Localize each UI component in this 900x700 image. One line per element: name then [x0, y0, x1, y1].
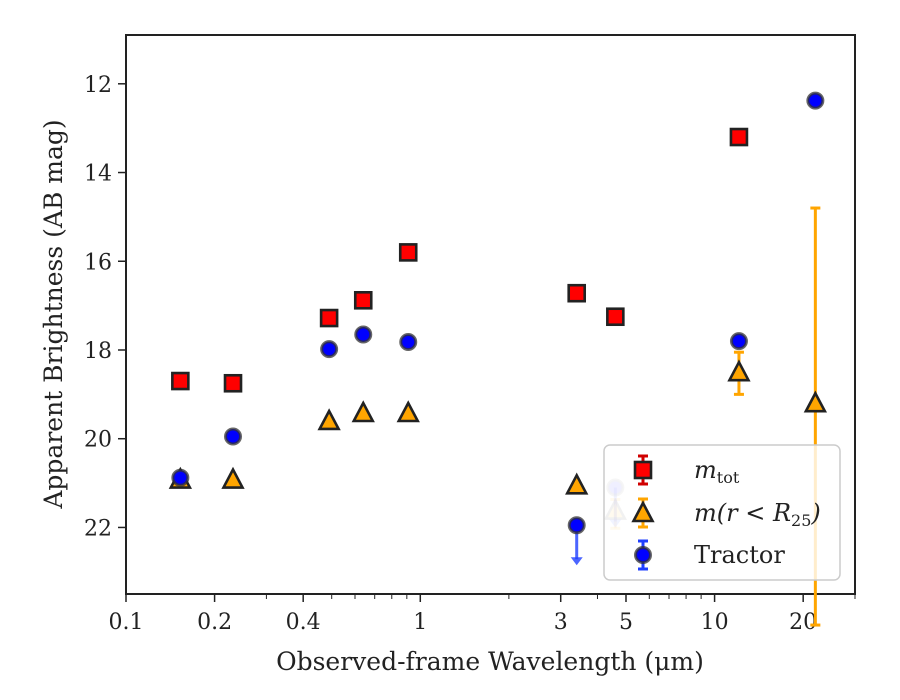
data-point	[317, 408, 341, 431]
circle-marker-shape	[567, 516, 586, 535]
legend-marker	[633, 460, 653, 480]
data-point	[565, 472, 589, 495]
data-point	[567, 283, 587, 303]
data-point	[221, 466, 245, 489]
circle-marker-shape	[320, 340, 339, 359]
data-point	[727, 359, 751, 382]
triangle-marker-shape	[631, 500, 655, 523]
circle-marker-shape	[729, 332, 748, 351]
y-tick-label: 22	[84, 516, 112, 541]
legend-label-subscript: tot	[717, 468, 740, 487]
data-point	[320, 340, 339, 359]
y-tick-label: 20	[84, 428, 112, 453]
y-tick-label: 16	[84, 250, 112, 275]
upper-limit-arrow	[570, 557, 583, 566]
x-tick-label: 0.2	[197, 610, 232, 635]
square-marker-shape	[171, 371, 190, 391]
y-tick-label: 14	[84, 162, 112, 187]
square-marker-shape	[223, 373, 243, 393]
data-point	[606, 307, 625, 327]
square-marker-shape	[319, 308, 339, 328]
triangle-marker-shape	[396, 400, 420, 423]
circle-marker-shape	[399, 333, 418, 352]
data-point	[171, 371, 190, 391]
data-point	[398, 243, 418, 262]
circle-marker-shape	[806, 91, 825, 110]
square-marker-shape	[606, 307, 625, 327]
legend-label-suffix: )	[810, 499, 820, 527]
data-point	[729, 127, 749, 147]
square-marker-shape	[567, 283, 587, 303]
data-point	[806, 91, 825, 110]
x-tick-label: 0.4	[286, 610, 321, 635]
legend-label: Tractor	[694, 541, 785, 569]
square-marker-shape	[353, 291, 373, 310]
x-tick-label: 0.1	[109, 610, 144, 635]
data-point	[319, 308, 339, 328]
data-point	[803, 390, 828, 413]
x-tick-label: 5	[619, 610, 633, 635]
square-marker-shape	[633, 460, 653, 480]
legend-item-tractor: Tractor	[634, 539, 785, 571]
data-point	[171, 468, 190, 487]
data-point	[224, 427, 243, 446]
data-point	[351, 400, 375, 423]
triangle-marker-shape	[221, 466, 245, 489]
x-tick-label: 1	[413, 610, 427, 635]
square-marker-shape	[398, 243, 418, 262]
legend-marker	[631, 500, 655, 523]
legend-marker	[634, 546, 652, 564]
data-point	[353, 291, 373, 310]
data-point	[354, 325, 373, 344]
circle-marker-shape	[224, 427, 243, 446]
circle-marker-shape	[354, 325, 373, 344]
y-tick-label: 12	[84, 73, 112, 98]
data-point	[399, 333, 418, 352]
y-tick-label: 18	[84, 339, 112, 364]
data-point	[729, 332, 748, 351]
triangle-marker-shape	[317, 408, 341, 431]
circle-marker-shape	[171, 468, 190, 487]
triangle-marker-shape	[351, 400, 375, 423]
circle-marker-shape	[634, 546, 652, 564]
triangle-marker-shape	[565, 472, 589, 495]
data-point	[567, 516, 586, 535]
plot-frame	[125, 34, 856, 595]
x-axis-label: Observed-frame Wavelength (μm)	[276, 647, 704, 676]
series-mtot	[171, 127, 749, 393]
x-tick-label: 10	[701, 610, 729, 635]
y-axis-label: Apparent Brightness (AB mag)	[39, 119, 68, 509]
legend-box	[603, 444, 841, 581]
triangle-marker-shape	[727, 359, 751, 382]
x-tick-label: 3	[554, 610, 568, 635]
legend-label-subscript: 25	[791, 511, 811, 530]
square-marker-shape	[729, 127, 749, 147]
data-point	[396, 400, 420, 423]
x-tick-label: 20	[789, 610, 817, 635]
data-point	[223, 373, 243, 393]
triangle-marker-shape	[803, 390, 828, 413]
